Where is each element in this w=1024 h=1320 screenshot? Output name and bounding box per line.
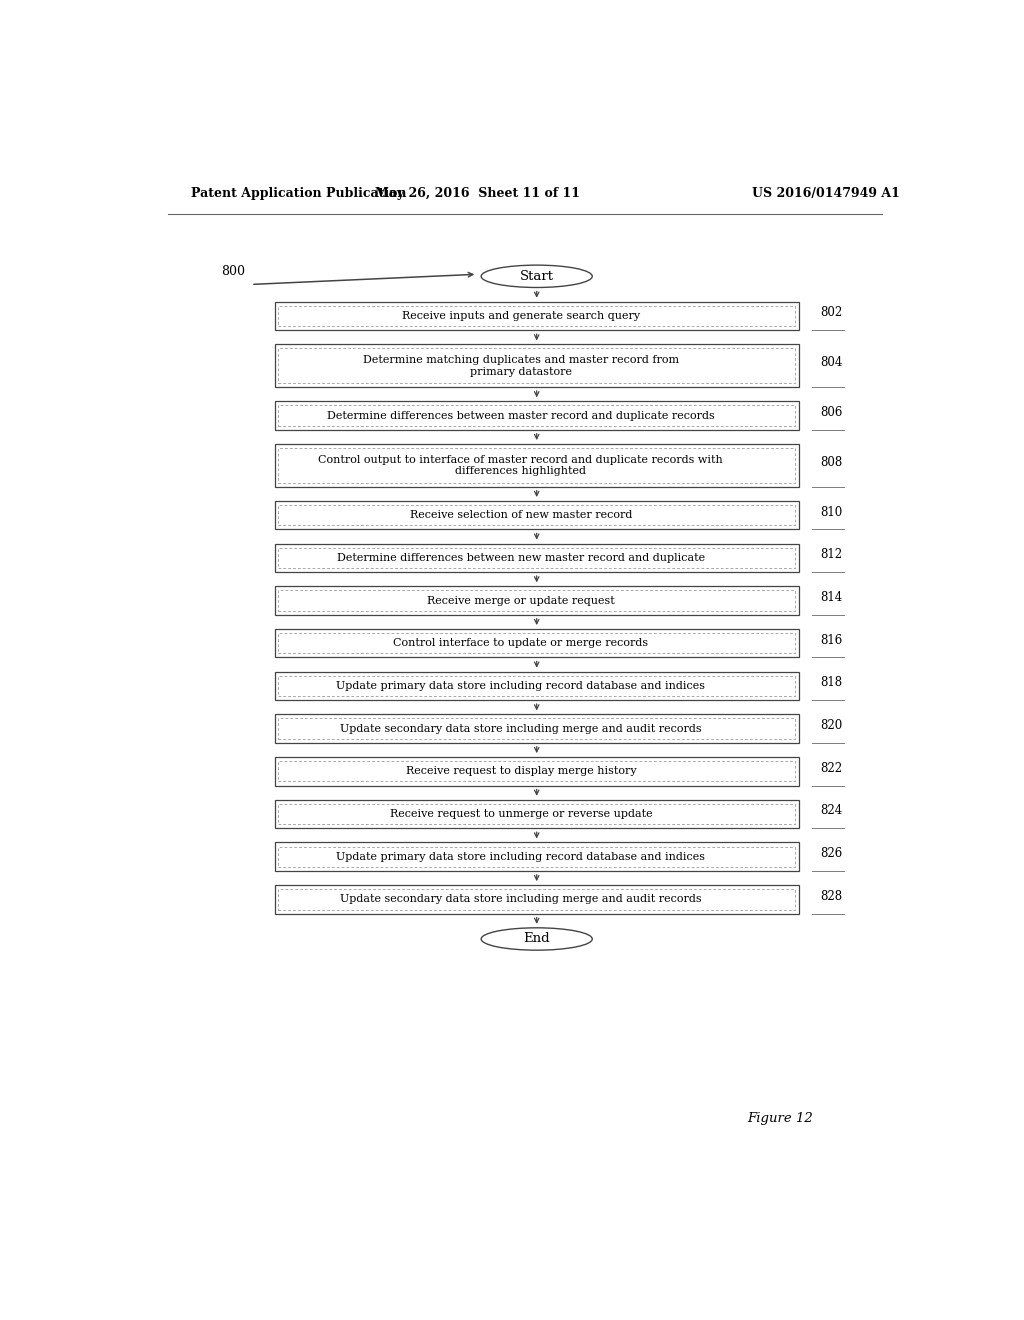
Text: 802: 802 (820, 306, 843, 319)
Text: Receive merge or update request: Receive merge or update request (427, 595, 614, 606)
Text: End: End (523, 932, 550, 945)
Text: Determine matching duplicates and master record from
primary datastore: Determine matching duplicates and master… (362, 355, 679, 376)
Text: Update secondary data store including merge and audit records: Update secondary data store including me… (340, 895, 701, 904)
Text: 820: 820 (820, 719, 843, 733)
FancyBboxPatch shape (274, 401, 799, 430)
Text: 814: 814 (820, 591, 843, 605)
Text: May 26, 2016  Sheet 11 of 11: May 26, 2016 Sheet 11 of 11 (375, 187, 580, 201)
Text: Control output to interface of master record and duplicate records with
differen: Control output to interface of master re… (318, 454, 723, 477)
Text: Control interface to update or merge records: Control interface to update or merge rec… (393, 639, 648, 648)
Text: Receive request to display merge history: Receive request to display merge history (406, 767, 636, 776)
Text: Patent Application Publication: Patent Application Publication (191, 187, 407, 201)
Text: 818: 818 (820, 676, 842, 689)
Text: Determine differences between new master record and duplicate: Determine differences between new master… (337, 553, 705, 562)
FancyBboxPatch shape (274, 630, 799, 657)
Text: 812: 812 (820, 548, 842, 561)
Text: Figure 12: Figure 12 (748, 1113, 813, 1126)
Text: 810: 810 (820, 506, 843, 519)
Text: Update primary data store including record database and indices: Update primary data store including reco… (336, 681, 706, 690)
Text: Receive selection of new master record: Receive selection of new master record (410, 510, 632, 520)
FancyBboxPatch shape (274, 544, 799, 572)
FancyBboxPatch shape (274, 886, 799, 913)
FancyBboxPatch shape (274, 586, 799, 615)
FancyBboxPatch shape (274, 800, 799, 828)
Text: 806: 806 (820, 407, 843, 418)
Text: Start: Start (520, 269, 554, 282)
Text: 826: 826 (820, 847, 843, 861)
Text: 800: 800 (221, 265, 246, 277)
Text: Update secondary data store including merge and audit records: Update secondary data store including me… (340, 723, 701, 734)
FancyBboxPatch shape (274, 302, 799, 330)
FancyBboxPatch shape (274, 345, 799, 387)
Text: 808: 808 (820, 455, 843, 469)
FancyBboxPatch shape (274, 500, 799, 529)
FancyBboxPatch shape (274, 444, 799, 487)
Text: 824: 824 (820, 804, 843, 817)
Text: 804: 804 (820, 356, 843, 370)
Text: Update primary data store including record database and indices: Update primary data store including reco… (336, 851, 706, 862)
Ellipse shape (481, 928, 592, 950)
Text: 816: 816 (820, 634, 843, 647)
Text: US 2016/0147949 A1: US 2016/0147949 A1 (753, 187, 900, 201)
Text: 828: 828 (820, 890, 842, 903)
Text: Receive request to unmerge or reverse update: Receive request to unmerge or reverse up… (389, 809, 652, 818)
Text: Determine differences between master record and duplicate records: Determine differences between master rec… (327, 411, 715, 421)
FancyBboxPatch shape (274, 672, 799, 700)
FancyBboxPatch shape (274, 842, 799, 871)
Text: Receive inputs and generate search query: Receive inputs and generate search query (401, 312, 640, 321)
Ellipse shape (481, 265, 592, 288)
Text: 822: 822 (820, 762, 842, 775)
FancyBboxPatch shape (274, 758, 799, 785)
FancyBboxPatch shape (274, 714, 799, 743)
